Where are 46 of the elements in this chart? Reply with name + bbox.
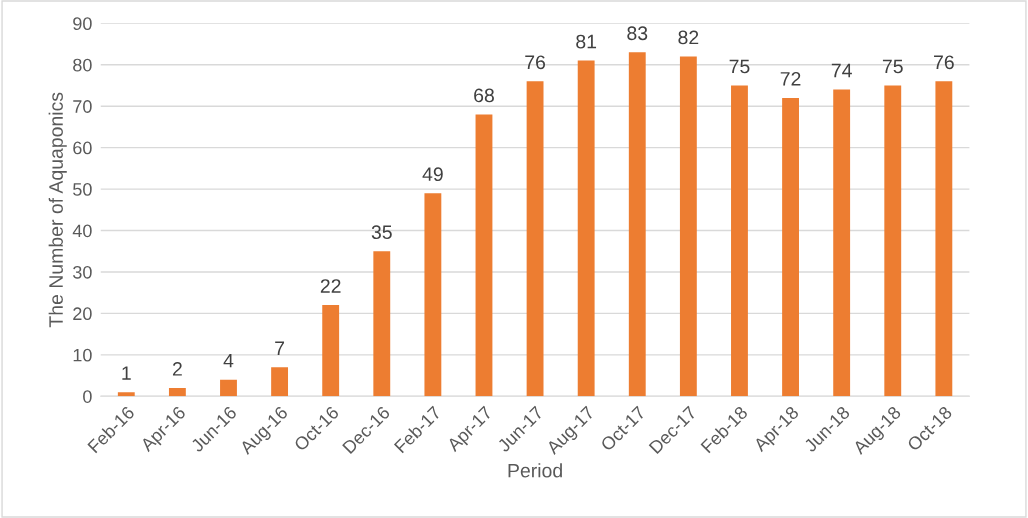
data-label: 1	[122, 366, 131, 380]
data-label: 4	[223, 353, 234, 368]
y-tick-label: 0	[83, 390, 92, 403]
y-tick-label: 10	[73, 348, 92, 362]
data-label: 49	[422, 167, 443, 182]
data-label: 68	[474, 88, 494, 103]
bar	[833, 89, 851, 397]
data-label: 72	[780, 71, 801, 86]
bar	[679, 56, 697, 397]
y-tick-label: 80	[73, 58, 92, 72]
bar	[526, 81, 544, 397]
bar	[322, 305, 340, 397]
bar	[220, 379, 237, 397]
bar	[782, 97, 799, 397]
x-axis-title: Period	[508, 463, 562, 478]
bar	[475, 114, 493, 397]
bar	[935, 81, 953, 397]
bar	[628, 52, 646, 397]
data-label: 22	[320, 279, 341, 293]
bar	[373, 251, 391, 397]
data-label: 83	[627, 26, 648, 41]
data-label: 76	[934, 55, 954, 70]
y-tick-label: 90	[73, 17, 92, 31]
y-tick-label: 40	[72, 224, 92, 238]
bar	[884, 85, 902, 397]
data-label: 2	[172, 362, 182, 376]
data-label: 7	[275, 341, 285, 355]
data-label: 74	[831, 63, 852, 78]
y-tick-label: 50	[73, 183, 92, 196]
bar	[168, 387, 186, 397]
data-label: 35	[371, 225, 392, 240]
bar	[577, 60, 595, 397]
y-tick-label: 70	[73, 100, 92, 113]
data-label: 81	[576, 34, 597, 49]
data-label: 82	[678, 30, 699, 45]
bar	[117, 392, 135, 397]
y-tick-label: 30	[73, 265, 92, 279]
data-label: 75	[729, 59, 750, 74]
bar	[424, 193, 442, 397]
bar	[271, 367, 289, 397]
y-tick-label: 20	[73, 307, 92, 321]
y-tick-label: 60	[73, 141, 92, 155]
data-label: 75	[882, 59, 903, 74]
data-label: 76	[525, 55, 546, 70]
y-axis-title: The Number of Aquaponics	[48, 92, 67, 328]
bar	[731, 85, 748, 397]
